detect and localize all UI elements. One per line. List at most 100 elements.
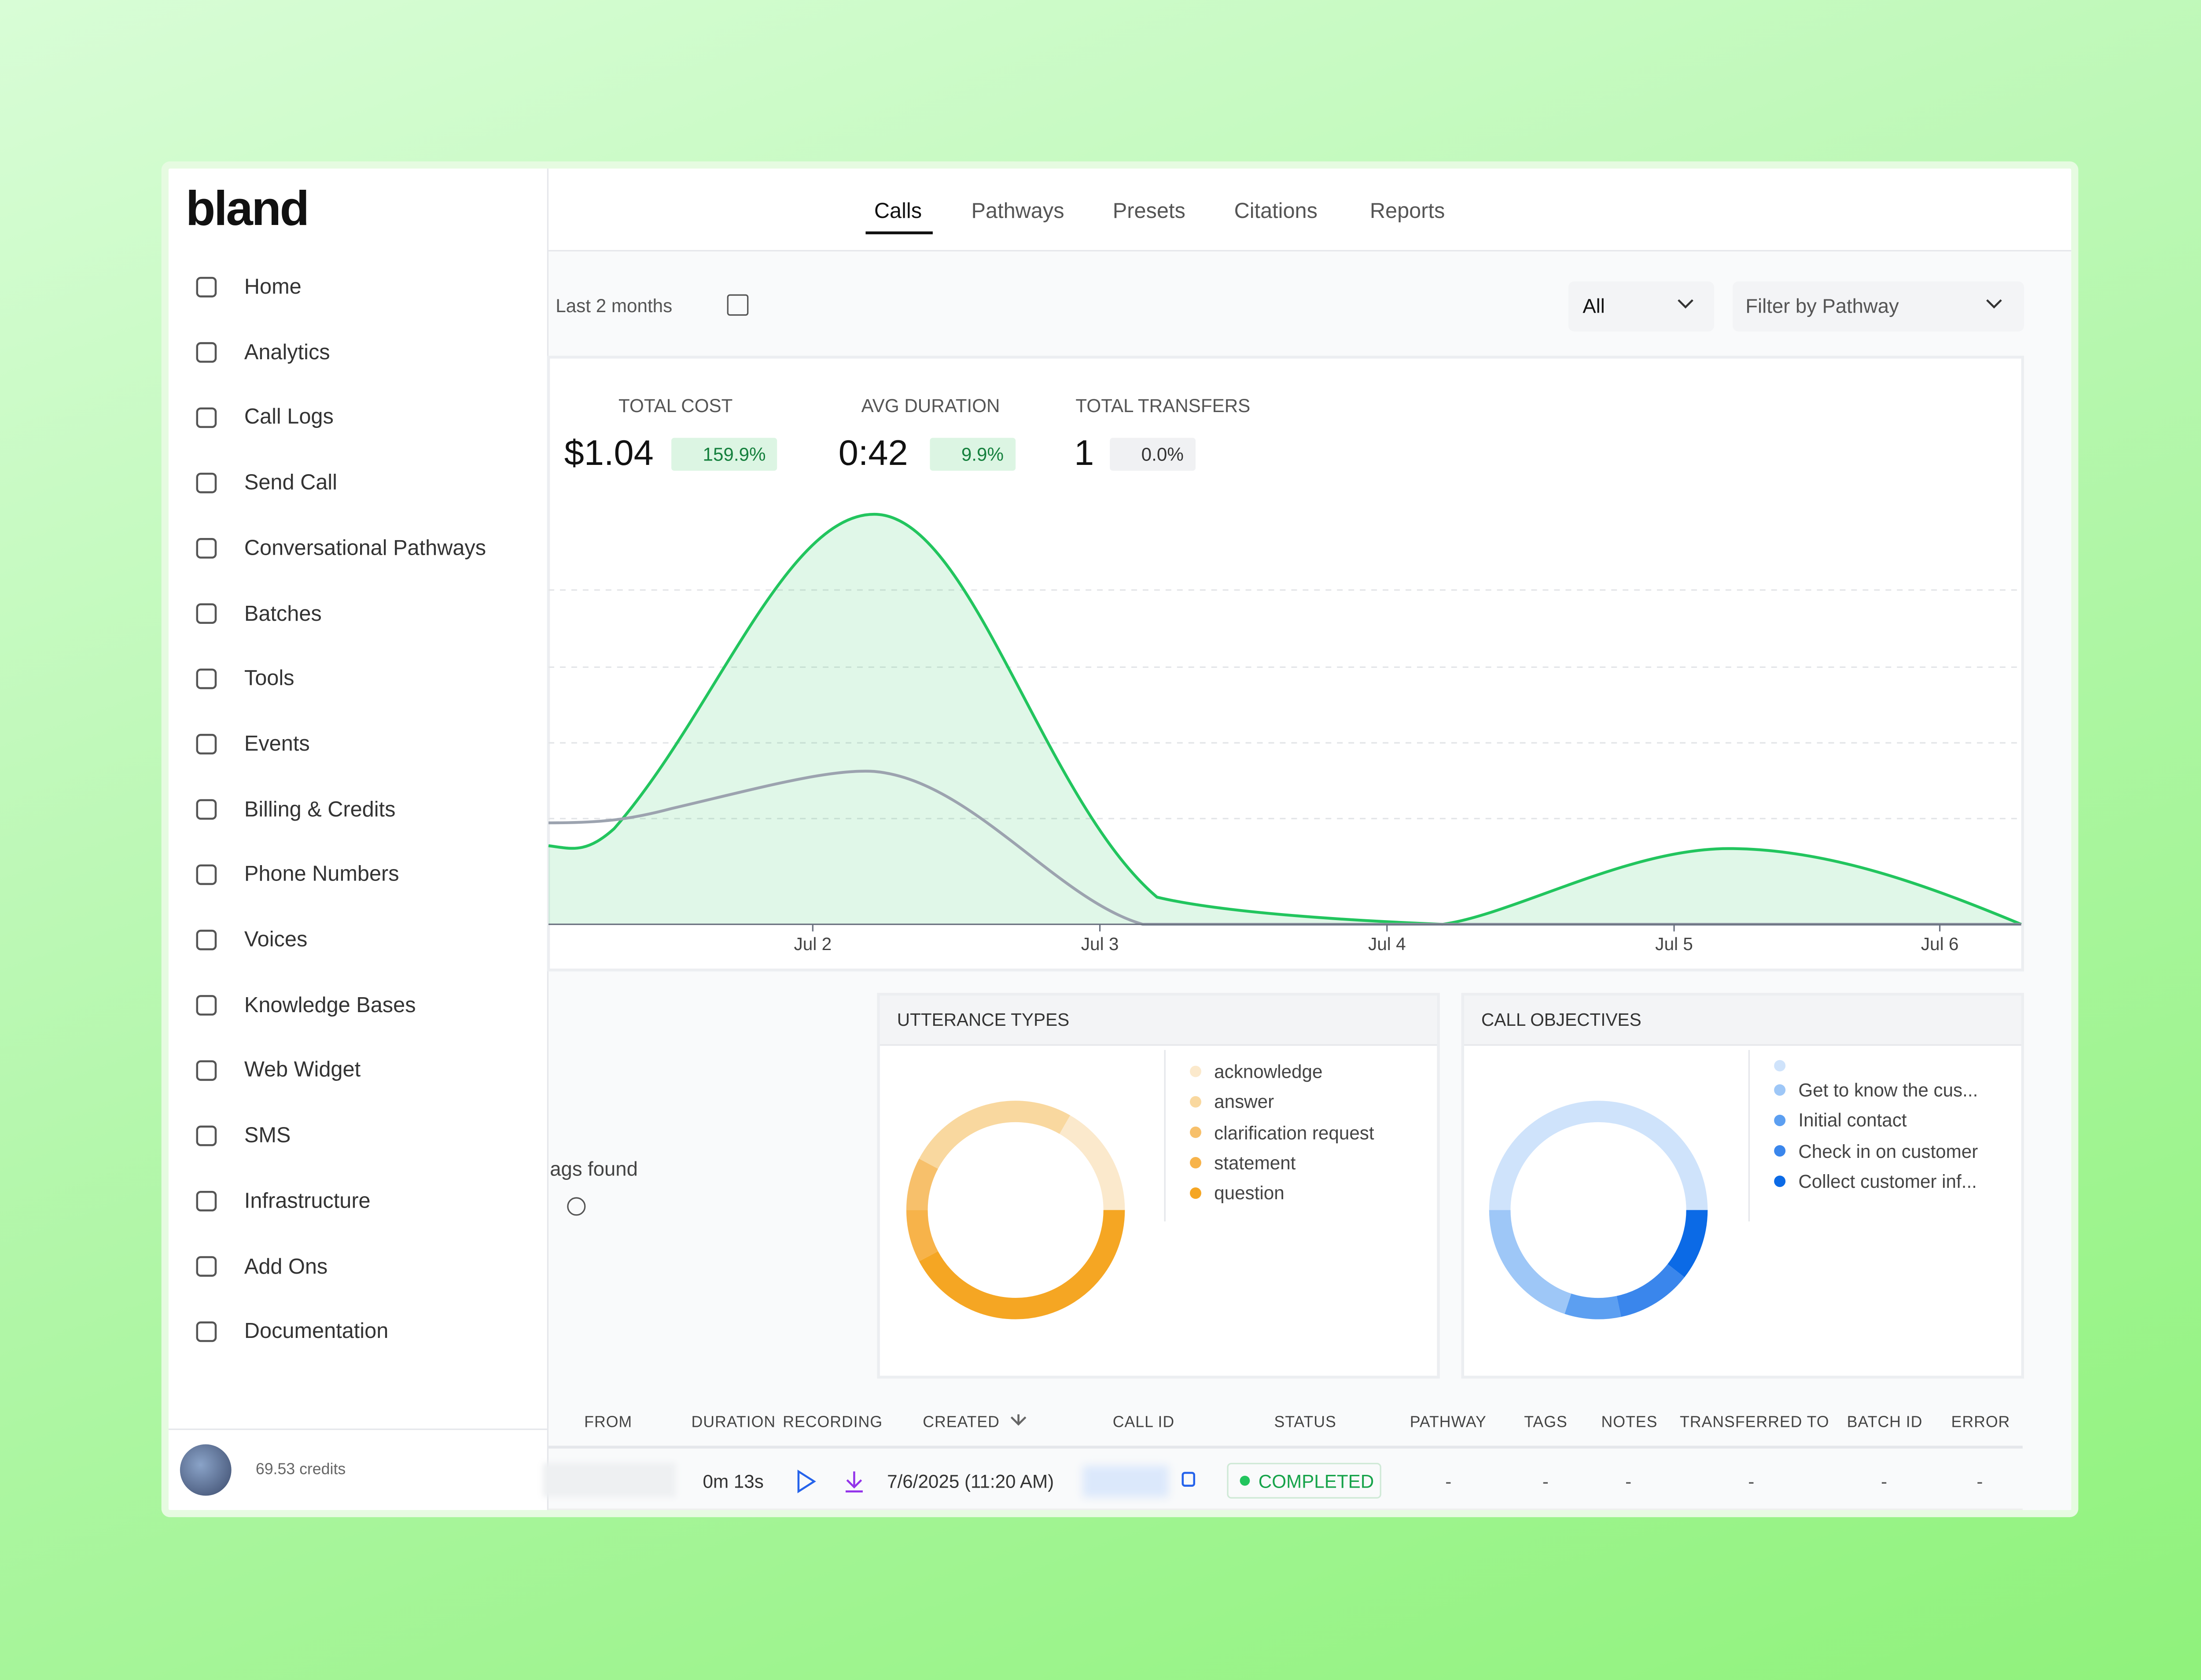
legend-dot (1190, 1065, 1201, 1077)
chevron (1678, 299, 1693, 309)
clear-icon[interactable] (567, 1197, 586, 1216)
nav-item[interactable]: Add Ons (244, 1254, 328, 1279)
legend-dot (1774, 1060, 1786, 1072)
tab[interactable]: Presets (1112, 199, 1185, 224)
donut-segment (1564, 1293, 1621, 1319)
row-line (548, 1508, 2023, 1510)
column-header: RECORDING (783, 1414, 883, 1432)
legend-label: Collect customer inf... (1798, 1170, 1977, 1192)
nav-icon (196, 407, 217, 428)
stat-change: 159.9% (671, 438, 777, 471)
nav-item[interactable]: Send Call (244, 471, 337, 495)
legend-label: question (1214, 1182, 1285, 1204)
legend-label: Initial contact (1798, 1109, 1907, 1131)
stat-value: 1 (1074, 433, 1094, 474)
nav-icon (196, 1125, 217, 1146)
donut-segment (906, 1209, 939, 1261)
legend-label: Get to know the cus... (1798, 1079, 1978, 1101)
cell: - (1881, 1470, 1888, 1492)
column-header: STATUS (1274, 1414, 1336, 1432)
legend-dot (1190, 1157, 1201, 1169)
nav-icon (196, 342, 217, 363)
nav-item[interactable]: Tools (244, 667, 294, 691)
tab[interactable]: Reports (1369, 199, 1445, 224)
column-header: TRANSFERRED TO (1680, 1414, 1829, 1432)
nav-item[interactable]: Web Widget (244, 1058, 361, 1083)
nav-item[interactable]: Home (244, 275, 302, 299)
copy-icon[interactable] (1181, 1472, 1196, 1487)
nav-item[interactable]: Infrastructure (244, 1189, 371, 1213)
nav-item[interactable]: Batches (244, 601, 322, 626)
nav-item[interactable]: SMS (244, 1124, 291, 1148)
x-tick-label: Jul 4 (1368, 934, 1406, 954)
status-badge (1227, 1463, 1381, 1499)
cell: - (1542, 1470, 1549, 1492)
nav-item[interactable]: Documentation (244, 1319, 389, 1344)
legend-dot (1774, 1114, 1786, 1126)
stat-label: TOTAL COST (618, 395, 733, 416)
logo: bland (185, 182, 309, 237)
grid (548, 589, 2021, 819)
legend-dot (1774, 1145, 1786, 1157)
column-header: CREATED (923, 1414, 1000, 1432)
nav-item[interactable]: Phone Numbers (244, 862, 399, 887)
nav-icon (196, 864, 217, 885)
stat-value: $1.04 (564, 433, 654, 474)
sort-icon[interactable] (1010, 1414, 1027, 1426)
stat-change: 9.9% (930, 438, 1015, 471)
nav-icon (196, 1321, 217, 1342)
nav-item[interactable]: Call Logs (244, 405, 334, 430)
donut-segment (1489, 1210, 1572, 1314)
cell: - (1976, 1470, 1983, 1492)
donut-segment (1489, 1101, 1708, 1210)
column-header: TAGS (1524, 1414, 1568, 1432)
x-tick-label: Jul 6 (1921, 934, 1959, 954)
download-icon[interactable] (845, 1471, 863, 1492)
legend-divider (1748, 1050, 1750, 1222)
donut-segment (1616, 1264, 1685, 1317)
status-select[interactable] (1568, 281, 1714, 332)
nav-icon (196, 1190, 217, 1212)
nav-item[interactable]: Conversational Pathways (244, 536, 486, 560)
legend-label: acknowledge (1214, 1061, 1323, 1083)
donut-segment (906, 1158, 939, 1210)
comparison-line (548, 770, 2021, 926)
panel-title: UTTERANCE TYPES (897, 1010, 1070, 1030)
tab[interactable]: Calls (874, 199, 922, 224)
stat-label: AVG DURATION (861, 395, 1000, 416)
calendar-icon[interactable] (727, 294, 749, 316)
nav-item[interactable]: Billing & Credits (244, 797, 396, 822)
nav-item[interactable]: Analytics (244, 340, 330, 365)
column-header: CALL ID (1112, 1414, 1175, 1432)
nav-icon (196, 1256, 217, 1277)
column-header: PATHWAY (1410, 1414, 1487, 1432)
tab[interactable]: Pathways (971, 199, 1064, 224)
column-header: BATCH ID (1847, 1414, 1923, 1432)
blurred-from (543, 1463, 676, 1497)
nav-icon (196, 929, 217, 951)
cell: - (1748, 1470, 1755, 1492)
blurred-call-id (1082, 1466, 1169, 1497)
nav-icon (196, 472, 217, 494)
nav-item[interactable]: Voices (244, 928, 308, 952)
play-icon[interactable] (797, 1470, 816, 1493)
credits: 69.53 credits (255, 1461, 346, 1479)
nav-icon (196, 668, 217, 689)
x-tick-label: Jul 2 (794, 934, 832, 954)
donuts (906, 1060, 1786, 1319)
utterance-header (880, 995, 1437, 1046)
legend-label: Check in on customer (1798, 1140, 1978, 1162)
date-range[interactable]: Last 2 months (556, 295, 673, 317)
pathway-select[interactable] (1733, 281, 2024, 332)
stat-value: 0:42 (838, 433, 908, 474)
objectives-panel (1461, 993, 2024, 1379)
nav-item[interactable]: Events (244, 732, 310, 756)
status-dot (1240, 1475, 1250, 1486)
nav-item[interactable]: Knowledge Bases (244, 993, 416, 1017)
nav-icon (196, 276, 217, 298)
donut-segment (1667, 1209, 1708, 1278)
pathway-select-text: Filter by Pathway (1745, 294, 1899, 317)
avatar (180, 1444, 232, 1496)
tab[interactable]: Citations (1234, 199, 1318, 224)
